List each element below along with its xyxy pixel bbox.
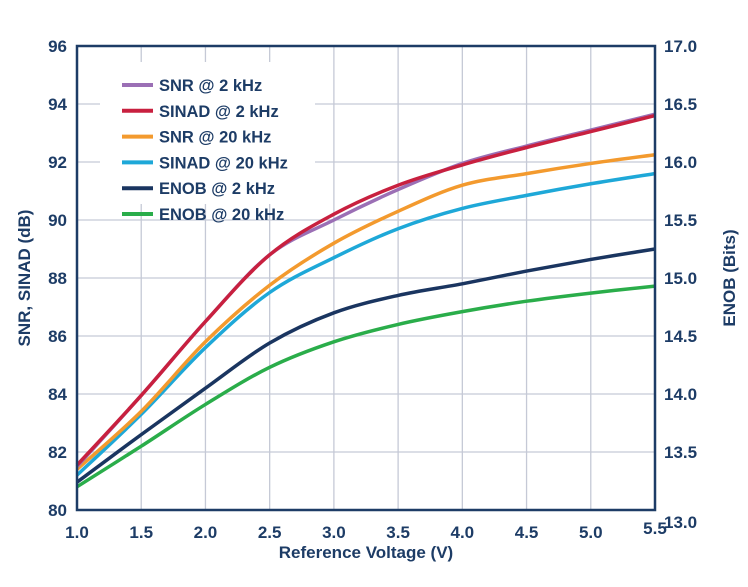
- plot-frame: [75, 44, 657, 512]
- y-axis-label: SNR, SINAD (dB): [15, 210, 34, 347]
- y-tick-label: 94: [48, 95, 67, 114]
- legend-label: SINAD @ 2 kHz: [159, 103, 279, 121]
- y-tick-label: 86: [48, 327, 67, 346]
- legend-label: ENOB @ 2 kHz: [159, 180, 275, 198]
- x-tick-label: 1.5: [129, 523, 153, 542]
- x-tick-labels: 1.0 1.5 2.0 2.5 3.0 3.5 4.0 4.5 5.0 5.5: [65, 519, 667, 542]
- legend-label: SNR @ 2 kHz: [159, 77, 262, 95]
- x-tick-label: 5.0: [579, 523, 603, 542]
- y-right-tick-label: 17.0: [664, 37, 697, 56]
- x-tick-label: 2.5: [258, 523, 282, 542]
- legend-label: SINAD @ 20 kHz: [159, 154, 288, 172]
- y-tick-label: 92: [48, 153, 67, 172]
- y-right-tick-label: 13.0: [664, 513, 697, 532]
- x-tick-label: 4.5: [515, 523, 539, 542]
- y-right-tick-label: 16.5: [664, 95, 697, 114]
- x-tick-label: 3.5: [386, 523, 410, 542]
- series-line-3: [75, 171, 656, 477]
- x-tick-label: 4.0: [451, 523, 475, 542]
- series-line-4: [75, 247, 656, 484]
- x-tick-label: 1.0: [65, 523, 89, 542]
- series-lines: [75, 112, 656, 489]
- x-tick-label: 5.5: [643, 519, 667, 538]
- x-tick-label: 2.0: [194, 523, 218, 542]
- y-tick-label: 96: [48, 37, 67, 56]
- y-right-axis-label: ENOB (Bits): [720, 229, 739, 326]
- legend-label: SNR @ 20 kHz: [159, 129, 271, 147]
- x-tick-label: 3.0: [322, 523, 346, 542]
- y-tick-label: 84: [48, 385, 67, 404]
- y-tick-label: 88: [48, 269, 67, 288]
- series-line-1: [75, 113, 656, 467]
- y-right-tick-label: 15.0: [664, 269, 697, 288]
- legend: SNR @ 2 kHz SINAD @ 2 kHz SNR @ 20 kHz SINA…: [100, 62, 315, 224]
- x-axis-label: Reference Voltage (V): [279, 543, 453, 562]
- y-right-tick-labels: 13.0 13.5 14.0 14.5 15.0 15.5 16.0 16.5 17.0: [664, 37, 697, 532]
- legend-label: ENOB @ 20 kHz: [159, 206, 284, 224]
- y-tick-label: 80: [48, 501, 67, 520]
- y-right-tick-label: 16.0: [664, 153, 697, 172]
- y-right-tick-label: 14.5: [664, 327, 697, 346]
- y-right-tick-label: 13.5: [664, 443, 697, 462]
- y-tick-label: 90: [48, 211, 67, 230]
- y-right-tick-label: 14.0: [664, 385, 697, 404]
- series-line-5: [76, 284, 656, 489]
- series-line-2: [75, 153, 656, 471]
- y-right-tick-label: 15.5: [664, 211, 697, 230]
- y-tick-labels: 80 82 84 86 88 90 92 94 96: [48, 37, 67, 520]
- y-tick-label: 82: [48, 443, 67, 462]
